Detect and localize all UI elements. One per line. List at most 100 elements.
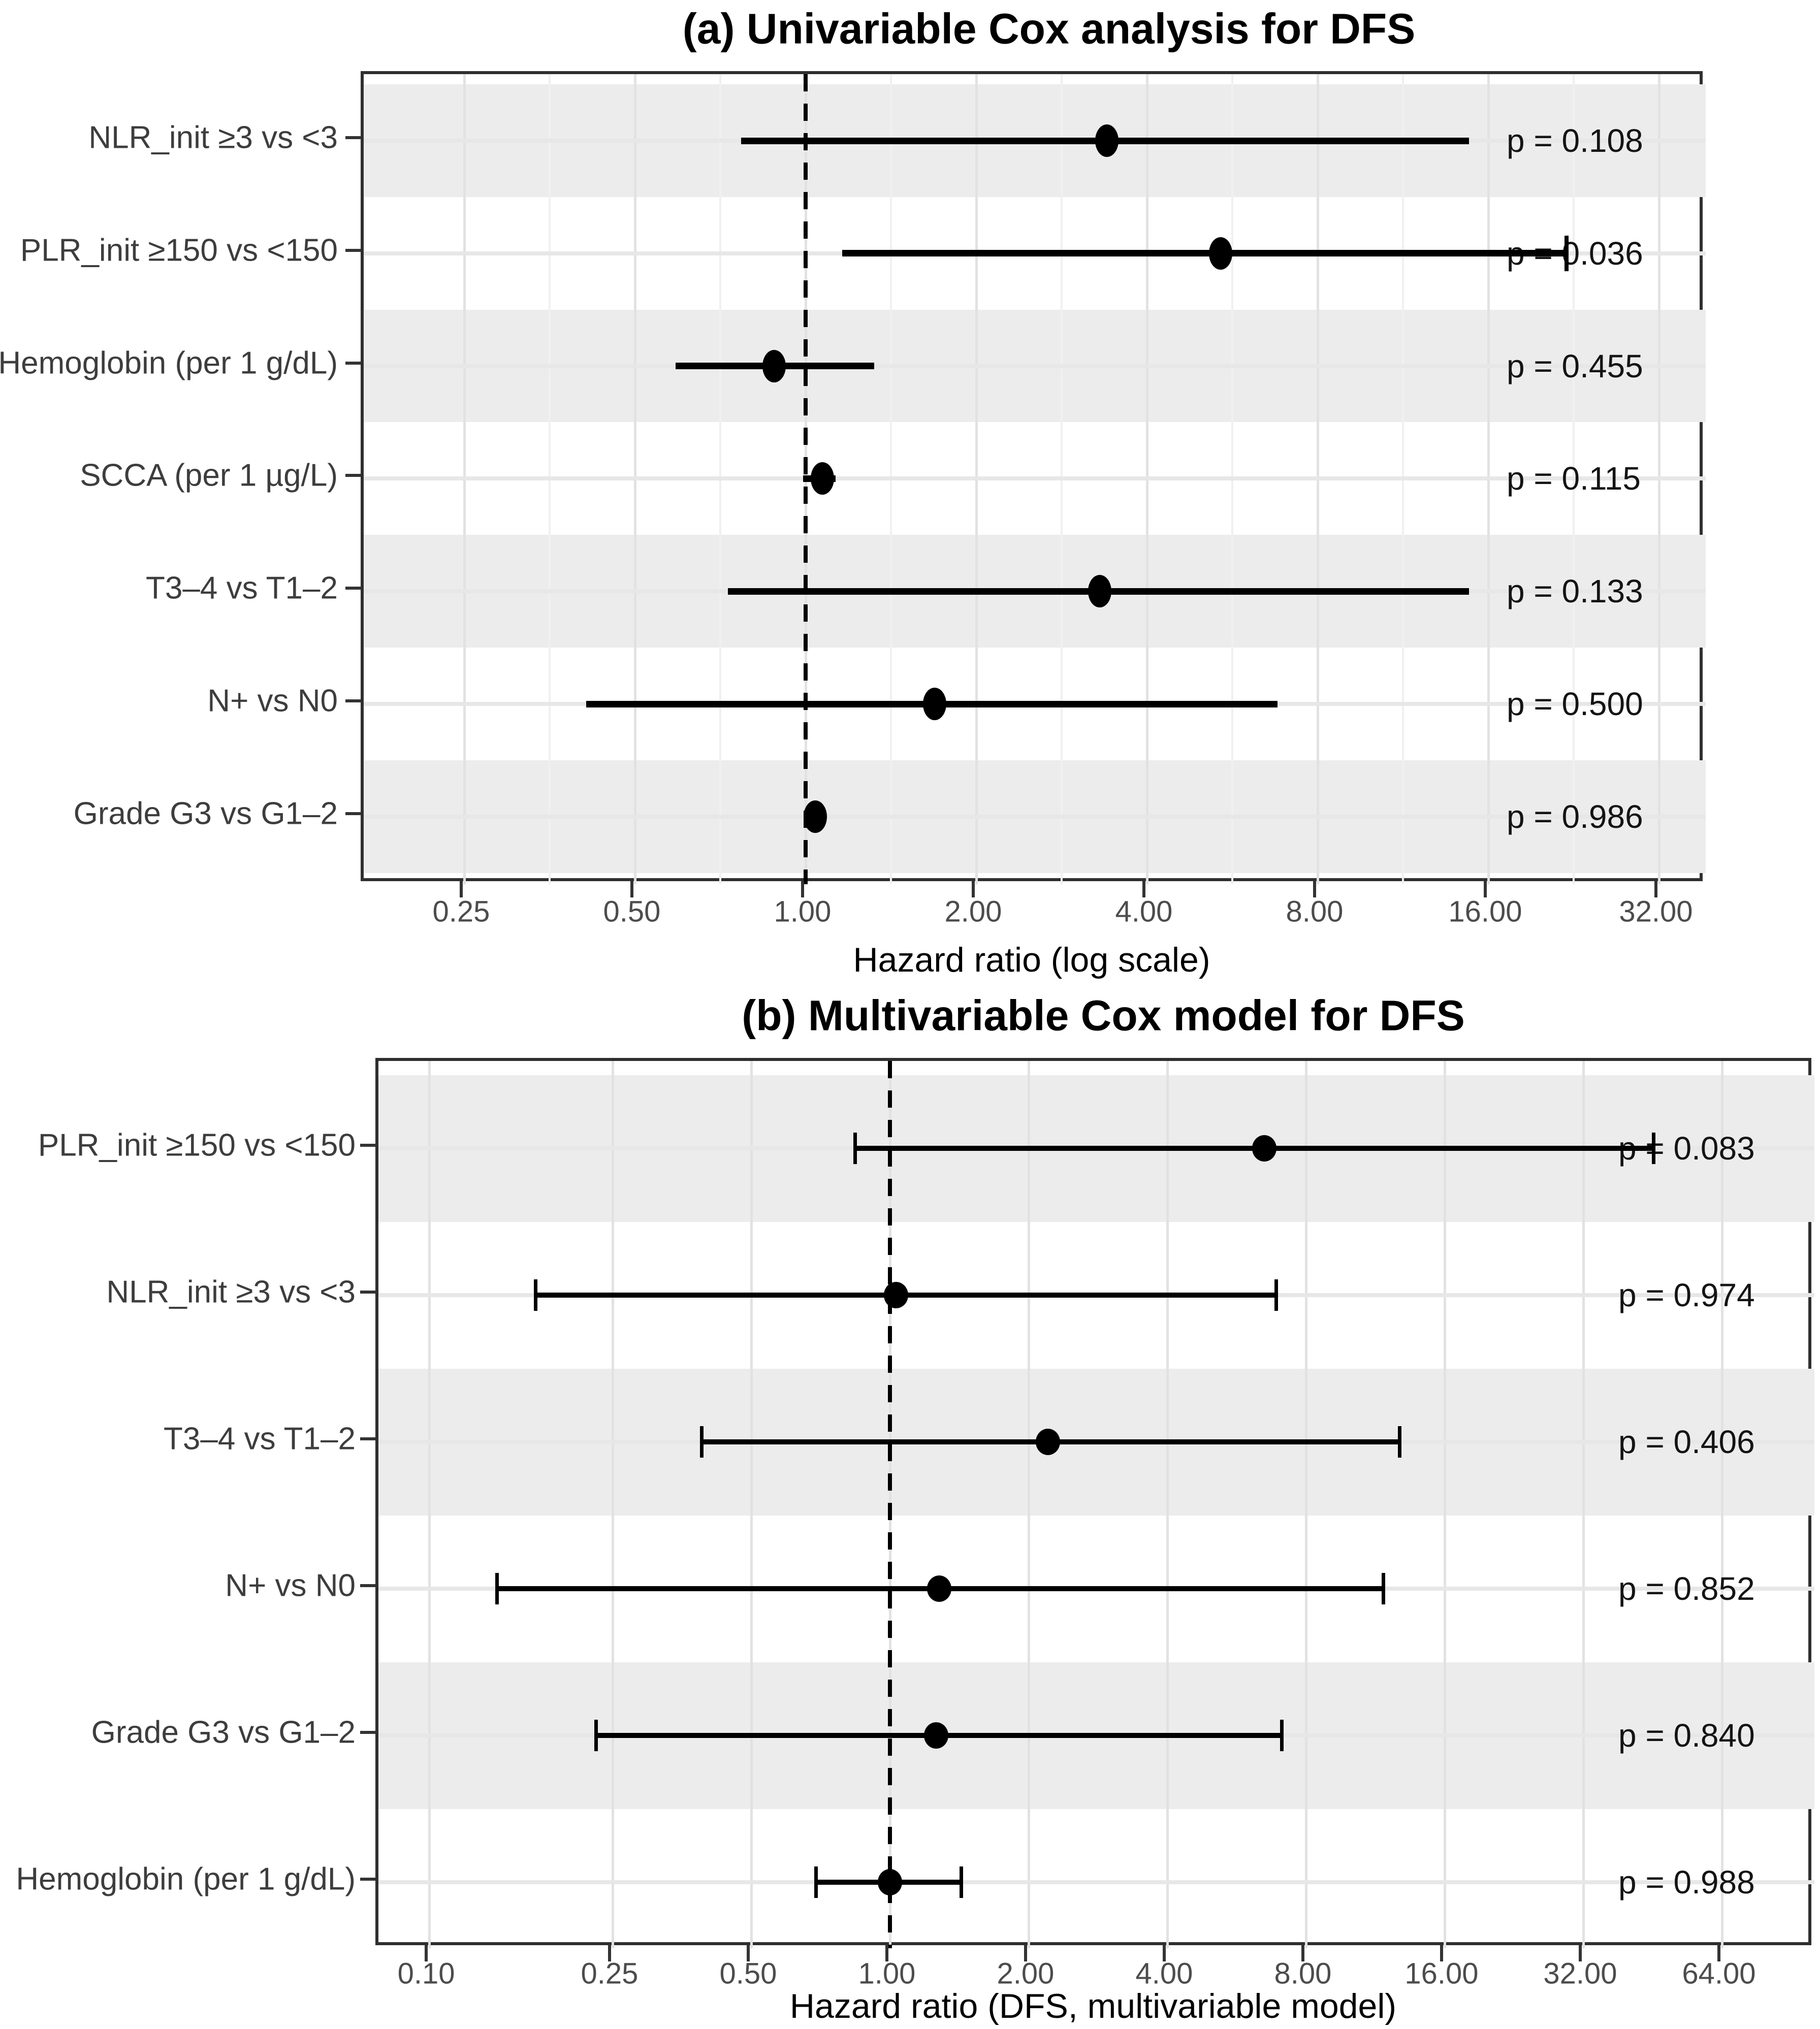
x-tick-mark bbox=[460, 881, 463, 897]
row-label: T3–4 vs T1–2 bbox=[164, 1421, 356, 1457]
y-tick-mark bbox=[345, 812, 361, 815]
x-tick-mark bbox=[747, 1945, 750, 1961]
y-tick-mark bbox=[345, 136, 361, 139]
row-label: N+ vs N0 bbox=[225, 1568, 356, 1603]
y-tick-mark bbox=[360, 1584, 375, 1587]
row-label: NLR_init ≥3 vs <3 bbox=[106, 1274, 356, 1310]
panel-b-plot-area: p = 0.083 p = 0.974 p = 0.406 p = 0.852 p = … bbox=[375, 1058, 1814, 1948]
x-tick-label: 4.00 bbox=[1135, 1957, 1193, 1990]
ci-cap-high bbox=[1398, 1426, 1402, 1458]
x-tick-label: 16.00 bbox=[1404, 1957, 1479, 1990]
hr-point bbox=[1252, 1135, 1277, 1162]
ci-cap-high bbox=[959, 1866, 963, 1898]
x-tick-label: 32.00 bbox=[1619, 895, 1693, 928]
x-tick-mark bbox=[1142, 881, 1145, 897]
hr-point bbox=[878, 1869, 902, 1895]
x-tick-mark bbox=[885, 1945, 888, 1961]
x-tick-label: 32.00 bbox=[1543, 1957, 1617, 1990]
y-tick-mark bbox=[360, 1437, 375, 1440]
gridline-major bbox=[1720, 1061, 1723, 1948]
x-tick-mark bbox=[1654, 881, 1657, 897]
gridline-major bbox=[1304, 1061, 1307, 1948]
p-value-label: p = 0.455 bbox=[1507, 347, 1643, 384]
p-value-label: p = 0.115 bbox=[1507, 460, 1641, 497]
p-value-label: p = 0.840 bbox=[1618, 1717, 1755, 1754]
hr-point bbox=[1095, 124, 1119, 157]
x-tick-mark bbox=[1024, 1945, 1027, 1961]
x-tick-mark bbox=[1313, 881, 1316, 897]
hr-point bbox=[1209, 237, 1233, 270]
x-tick-mark bbox=[630, 881, 633, 897]
x-tick-mark bbox=[1440, 1945, 1443, 1961]
row-label: PLR_init ≥150 vs <150 bbox=[20, 233, 338, 268]
gridline-horizontal bbox=[364, 476, 1706, 481]
row-label: PLR_init ≥150 vs <150 bbox=[38, 1128, 356, 1163]
y-tick-mark bbox=[345, 361, 361, 365]
gridline-horizontal bbox=[364, 364, 1706, 368]
gridline-horizontal bbox=[378, 1880, 1814, 1884]
x-tick-label: 0.50 bbox=[719, 1957, 777, 1990]
x-tick-label: 4.00 bbox=[1115, 895, 1173, 928]
hr-point bbox=[883, 1282, 908, 1308]
x-tick-label: 8.00 bbox=[1274, 1957, 1332, 1990]
panel-b-xaxis-title: Hazard ratio (DFS, multivariable model) bbox=[789, 1987, 1397, 2025]
row-label: N+ vs N0 bbox=[207, 683, 338, 719]
x-tick-mark bbox=[1484, 881, 1487, 897]
hr-point bbox=[1035, 1429, 1060, 1455]
x-tick-label: 1.00 bbox=[858, 1957, 916, 1990]
row-label: Grade G3 vs G1–2 bbox=[73, 796, 338, 831]
ci-cap-high bbox=[1274, 1279, 1278, 1311]
x-tick-label: 2.00 bbox=[944, 895, 1002, 928]
ci-cap-high bbox=[1280, 1720, 1284, 1751]
p-value-label: p = 0.852 bbox=[1618, 1570, 1755, 1607]
hr-point bbox=[927, 1575, 952, 1602]
hr-point bbox=[923, 688, 947, 720]
x-tick-mark bbox=[801, 881, 804, 897]
x-tick-mark bbox=[1301, 1945, 1304, 1961]
row-label: Hemoglobin (per 1 g/dL) bbox=[0, 345, 338, 381]
y-tick-mark bbox=[345, 699, 361, 702]
x-tick-label: 0.25 bbox=[432, 895, 490, 928]
gridline-horizontal bbox=[364, 814, 1706, 819]
ci-cap-low bbox=[534, 1279, 538, 1311]
y-tick-mark bbox=[360, 1731, 375, 1734]
panel-a-title: (a) Univariable Cox analysis for DFS bbox=[682, 5, 1416, 53]
panel-a-plot-area: p = 0.108 p = 0.036 p = 0.455 p = 0.115 p = … bbox=[361, 71, 1706, 884]
x-tick-mark bbox=[1717, 1945, 1720, 1961]
p-value-label: p = 0.986 bbox=[1507, 798, 1643, 835]
gridline-major bbox=[1027, 1061, 1030, 1948]
x-tick-label: 0.50 bbox=[603, 895, 661, 928]
y-tick-mark bbox=[360, 1878, 375, 1881]
p-value-label: p = 0.133 bbox=[1507, 573, 1643, 610]
hr-point bbox=[804, 800, 827, 833]
p-value-label: p = 0.974 bbox=[1618, 1277, 1755, 1313]
x-tick-label: 0.25 bbox=[581, 1957, 638, 1990]
y-tick-mark bbox=[345, 474, 361, 477]
p-value-label: p = 0.988 bbox=[1618, 1864, 1755, 1901]
x-tick-mark bbox=[1163, 1945, 1166, 1961]
x-tick-label: 0.10 bbox=[397, 1957, 455, 1990]
row-label: Grade G3 vs G1–2 bbox=[91, 1715, 356, 1750]
ci-cap-low bbox=[814, 1866, 818, 1898]
hr-point bbox=[762, 349, 786, 382]
ci-cap-low bbox=[700, 1426, 704, 1458]
ci-cap-low bbox=[594, 1720, 598, 1751]
row-label: SCCA (per 1 µg/L) bbox=[80, 458, 338, 493]
hr-point bbox=[1088, 575, 1111, 608]
x-tick-label: 8.00 bbox=[1286, 895, 1344, 928]
ci-cap-low bbox=[495, 1573, 499, 1604]
x-tick-mark bbox=[425, 1945, 428, 1961]
row-label: NLR_init ≥3 vs <3 bbox=[88, 120, 338, 155]
gridline-major bbox=[750, 1061, 753, 1948]
y-tick-mark bbox=[360, 1291, 375, 1294]
hr-point bbox=[810, 462, 834, 495]
y-tick-mark bbox=[360, 1144, 375, 1147]
hr-point bbox=[924, 1722, 949, 1749]
gridline-major bbox=[1166, 1061, 1169, 1948]
row-label: Hemoglobin (per 1 g/dL) bbox=[16, 1861, 356, 1897]
reference-line-hr-1 bbox=[888, 1061, 892, 1948]
gridline-major bbox=[428, 1061, 431, 1948]
ci-cap-high bbox=[1651, 1133, 1655, 1164]
ci-cap-high bbox=[1564, 235, 1569, 271]
p-value-label: p = 0.500 bbox=[1507, 686, 1643, 722]
